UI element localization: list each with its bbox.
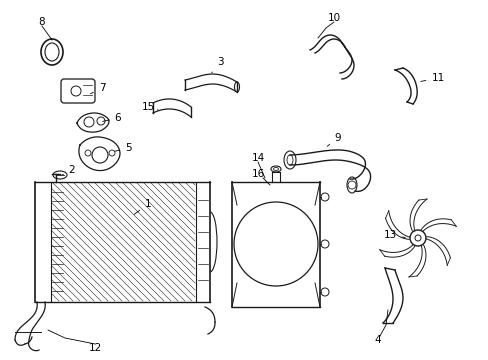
Text: 15: 15 — [141, 102, 158, 112]
Text: 6: 6 — [102, 113, 121, 123]
Text: 12: 12 — [88, 343, 102, 353]
Text: 16: 16 — [251, 169, 264, 179]
Text: 2: 2 — [62, 165, 75, 175]
Text: 9: 9 — [326, 133, 341, 146]
Text: 7: 7 — [90, 83, 105, 94]
Text: 1: 1 — [134, 199, 151, 214]
Text: 13: 13 — [383, 230, 405, 240]
Text: 4: 4 — [374, 335, 381, 345]
Text: 5: 5 — [115, 143, 131, 153]
Text: 10: 10 — [327, 13, 340, 23]
Text: 8: 8 — [39, 17, 45, 27]
Text: 14: 14 — [251, 153, 264, 163]
Text: 11: 11 — [420, 73, 444, 83]
Text: 3: 3 — [211, 57, 223, 73]
